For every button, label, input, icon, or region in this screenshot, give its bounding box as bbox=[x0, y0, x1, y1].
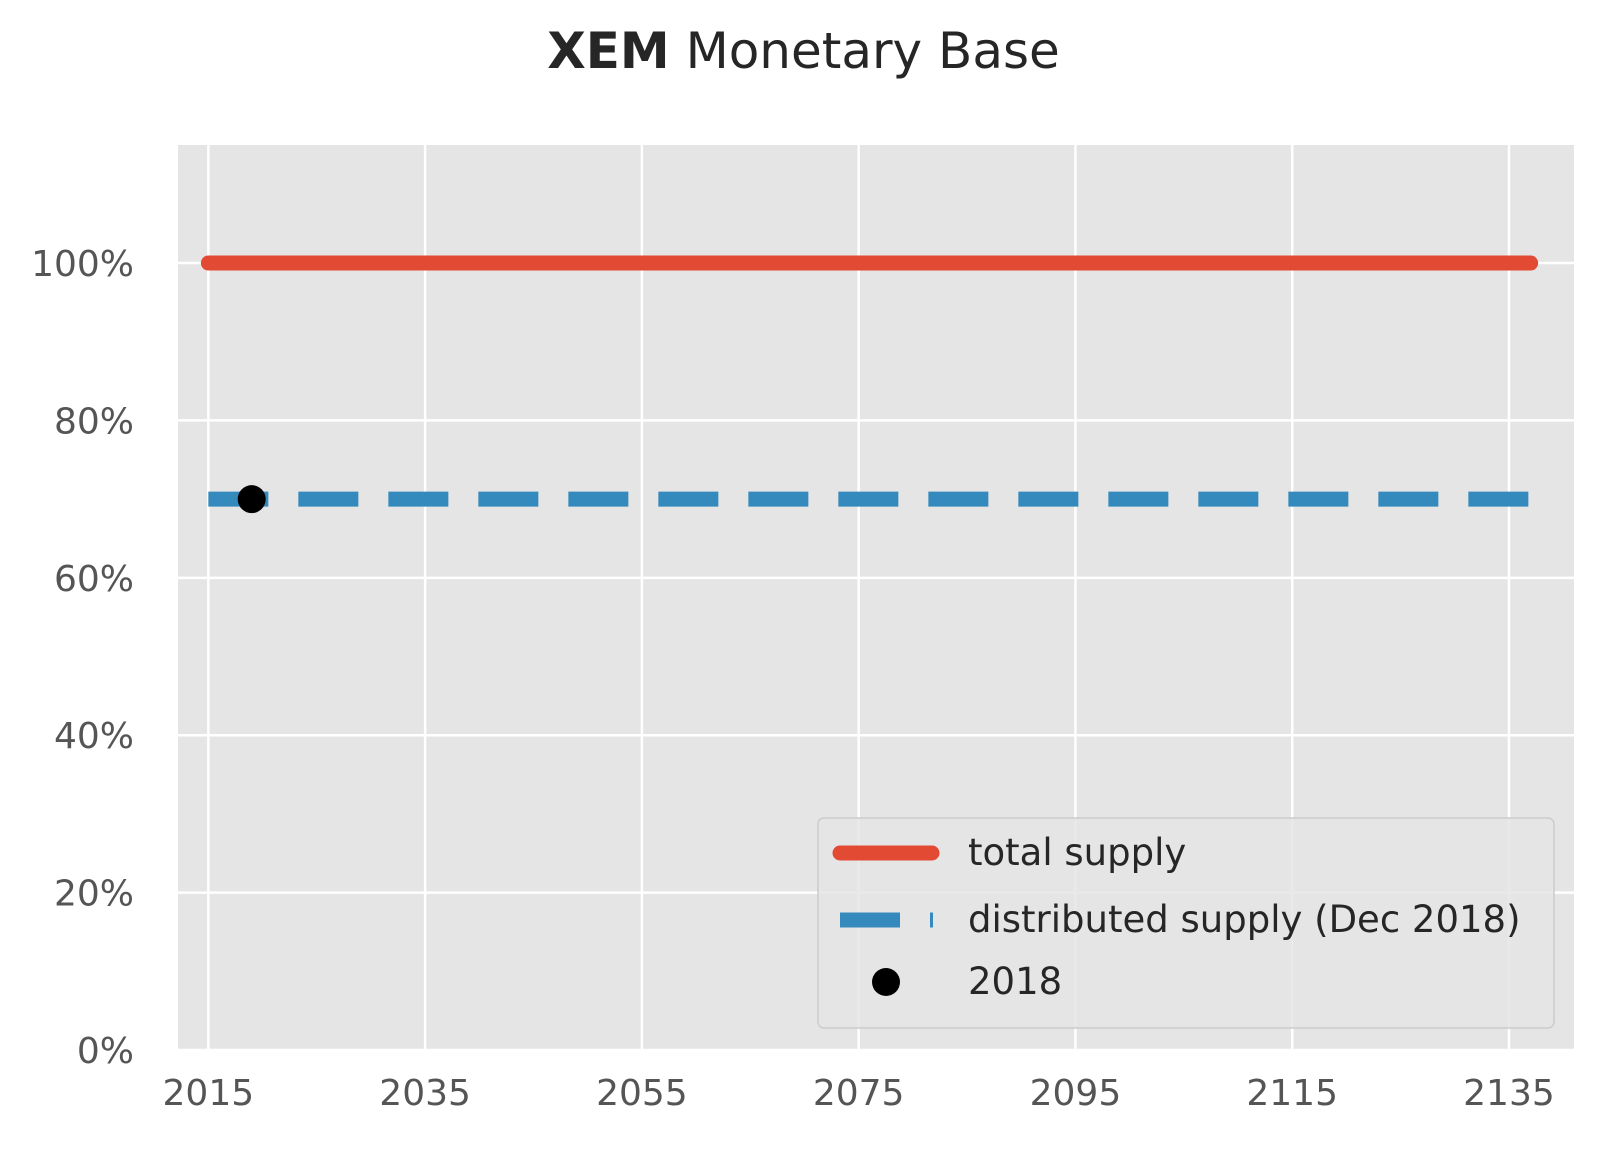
series-layer bbox=[200, 255, 1539, 514]
legend-label: total supply bbox=[968, 831, 1186, 874]
series-point-2018 bbox=[237, 485, 266, 514]
y-tick-label: 80% bbox=[54, 401, 134, 442]
legend-label: distributed supply (Dec 2018) bbox=[968, 898, 1521, 941]
chart-title: XEM Monetary Base bbox=[0, 22, 1607, 80]
x-tick-label: 2015 bbox=[163, 1073, 255, 1114]
y-tick-label: 100% bbox=[31, 244, 134, 285]
x-tick-label: 2035 bbox=[379, 1073, 471, 1114]
x-tick-label: 2075 bbox=[813, 1073, 905, 1114]
x-tick-label: 2115 bbox=[1246, 1073, 1338, 1114]
y-tick-label: 0% bbox=[77, 1031, 134, 1072]
legend-box bbox=[817, 817, 1555, 1029]
legend-label: 2018 bbox=[968, 960, 1062, 1003]
x-tick-label: 2095 bbox=[1030, 1073, 1122, 1114]
y-tick-label: 20% bbox=[54, 874, 134, 915]
x-axis: 2015 2035 2055 2075 2095 2115 2135 bbox=[163, 1073, 1555, 1114]
y-axis: 0% 20% 40% 60% 80% 100% bbox=[31, 244, 134, 1072]
x-tick-label: 2135 bbox=[1463, 1073, 1555, 1114]
y-tick-label: 60% bbox=[54, 559, 134, 600]
chart-title-rest: Monetary Base bbox=[669, 22, 1060, 80]
legend-swatch-2018 bbox=[872, 968, 900, 996]
legend: total supply distributed supply (Dec 2018… bbox=[817, 817, 1555, 1029]
x-tick-label: 2055 bbox=[596, 1073, 688, 1114]
y-tick-label: 40% bbox=[54, 716, 134, 757]
chart-title-bold: XEM bbox=[547, 22, 670, 80]
